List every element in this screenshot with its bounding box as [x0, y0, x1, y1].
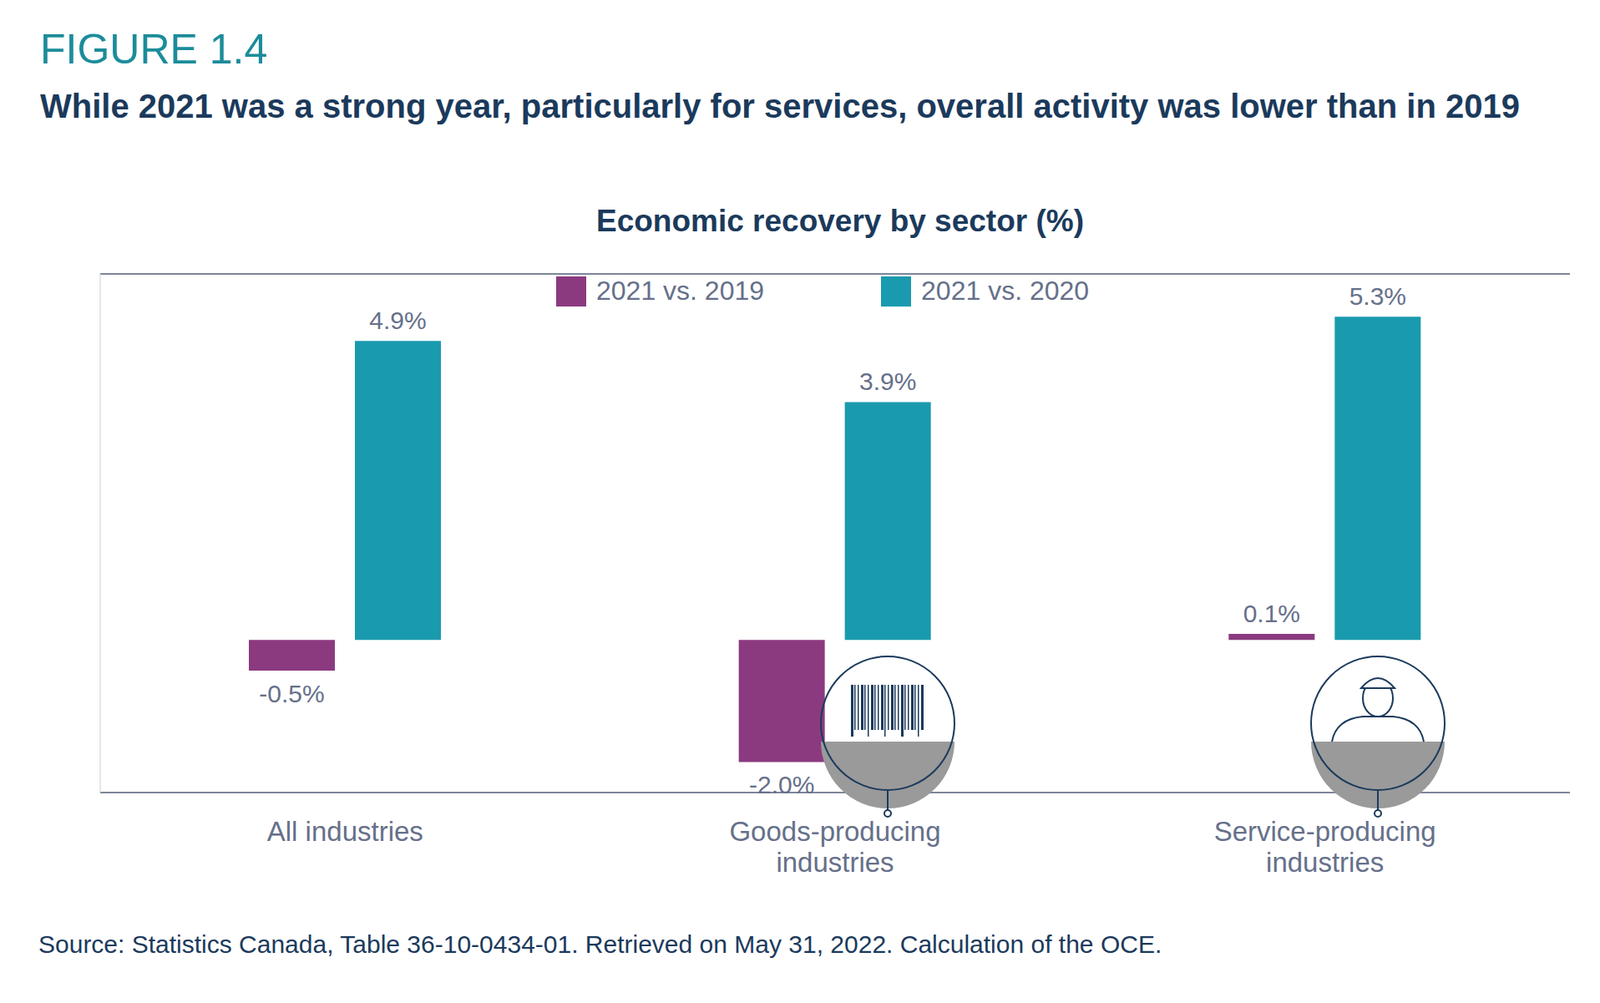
- html-text:While 2021 was a strong year,: While 2021 was a strong year, particular…: [40, 87, 1520, 125]
- svg-text:-2.0%: -2.0%: [749, 770, 815, 799]
- svg-text:Service-producingindustries: Service-producingindustries: [1214, 815, 1437, 878]
- html-text:2021 vs. 2020: 2021 vs. 2020: [921, 275, 1090, 306]
- svg-text:0.1%: 0.1%: [1243, 599, 1301, 628]
- html-text:Source: Statistics Canada, Tab: Source: Statistics Canada, Table 36-10-0…: [38, 930, 1162, 958]
- svg-text:3.9%: 3.9%: [859, 367, 917, 395]
- svg-text:4.9%: 4.9%: [369, 306, 426, 335]
- html-text:FIGURE 1.4: FIGURE 1.4: [40, 25, 268, 73]
- svg-text:5.3%: 5.3%: [1349, 282, 1407, 310]
- html-text:Economic recovery by sector (%: Economic recovery by sector (%): [596, 203, 1084, 238]
- svg-text:All industries: All industries: [267, 815, 424, 847]
- svg-text:Goods-producingindustries: Goods-producingindustries: [729, 815, 941, 878]
- html-text:2021 vs. 2019: 2021 vs. 2019: [596, 275, 765, 306]
- svg-text:-0.5%: -0.5%: [258, 679, 325, 708]
